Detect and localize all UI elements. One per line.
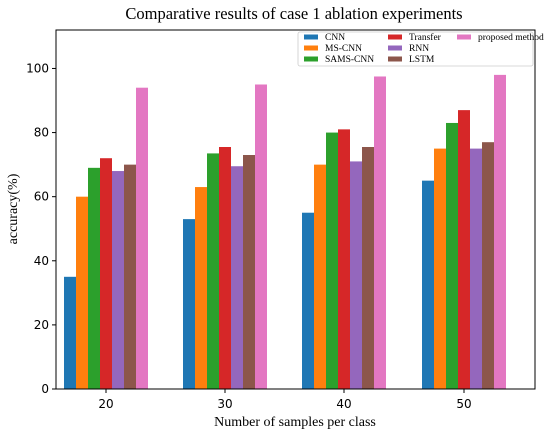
bar-lstm-40: [362, 147, 374, 389]
legend-swatch-proposed-method: [457, 34, 471, 40]
bar-proposed-method-20: [136, 87, 148, 389]
y-tick-label: 40: [34, 254, 49, 268]
y-tick-label: 0: [41, 382, 49, 396]
y-tick-label: 20: [34, 318, 49, 332]
legend-swatch-ms-cnn: [304, 45, 318, 51]
x-tick-label: 20: [98, 397, 113, 411]
bar-lstm-50: [482, 142, 494, 389]
bar-proposed-method-40: [374, 76, 386, 389]
bar-transfer-50: [458, 110, 470, 389]
legend-swatch-cnn: [304, 34, 318, 40]
ticks-layer: 0 20 40 60 80 100 20 30 40 50: [26, 61, 472, 411]
bar-cnn-50: [422, 180, 434, 389]
x-tick-label: 30: [217, 397, 232, 411]
bar-ms-cnn-30: [195, 187, 207, 389]
legend-swatch-sams-cnn: [304, 56, 318, 62]
y-axis-label: accuracy(%): [6, 173, 21, 244]
chart-title: Comparative results of case 1 ablation e…: [125, 4, 462, 23]
y-tick-label: 80: [34, 126, 49, 140]
legend-label: CNN: [325, 33, 345, 43]
bar-rnn-20: [112, 171, 124, 389]
bar-lstm-30: [243, 155, 255, 389]
legend-label: proposed method: [478, 33, 544, 43]
bar-ms-cnn-20: [76, 196, 88, 389]
y-tick-label: 100: [26, 61, 49, 75]
legend-label: MS-CNN: [325, 44, 362, 54]
bar-transfer-40: [338, 129, 350, 389]
bar-transfer-30: [219, 147, 231, 389]
bar-proposed-method-30: [255, 84, 267, 390]
bar-proposed-method-50: [494, 74, 506, 390]
bar-lstm-20: [124, 164, 136, 390]
legend-box: [297, 31, 534, 67]
legend-swatch-rnn: [388, 45, 402, 51]
x-tick-label: 50: [456, 397, 471, 411]
bars-layer: [64, 74, 506, 390]
legend-label: RNN: [409, 44, 429, 54]
bar-ms-cnn-50: [434, 148, 446, 389]
legend-label: Transfer: [409, 32, 442, 43]
legend-swatch-lstm: [388, 56, 402, 62]
y-tick-label: 60: [34, 190, 49, 204]
bar-cnn-40: [302, 212, 314, 389]
bar-ms-cnn-40: [314, 164, 326, 390]
bar-cnn-30: [183, 219, 195, 389]
bar-rnn-50: [470, 148, 482, 389]
legend-swatch-transfer: [388, 34, 402, 40]
bar-rnn-40: [350, 161, 362, 389]
bar-sams-cnn-30: [207, 153, 219, 389]
x-axis-label: Number of samples per class: [214, 415, 376, 430]
bar-sams-cnn-20: [88, 167, 100, 389]
legend-label: LSTM: [409, 55, 435, 65]
bar-transfer-20: [100, 158, 112, 389]
legend-label: SAMS-CNN: [325, 55, 374, 65]
bar-cnn-20: [64, 276, 76, 389]
bar-sams-cnn-40: [326, 132, 338, 389]
plot-frame: [55, 29, 536, 390]
x-tick-label: 40: [336, 397, 351, 411]
bar-rnn-30: [231, 166, 243, 389]
bar-sams-cnn-50: [446, 122, 458, 390]
